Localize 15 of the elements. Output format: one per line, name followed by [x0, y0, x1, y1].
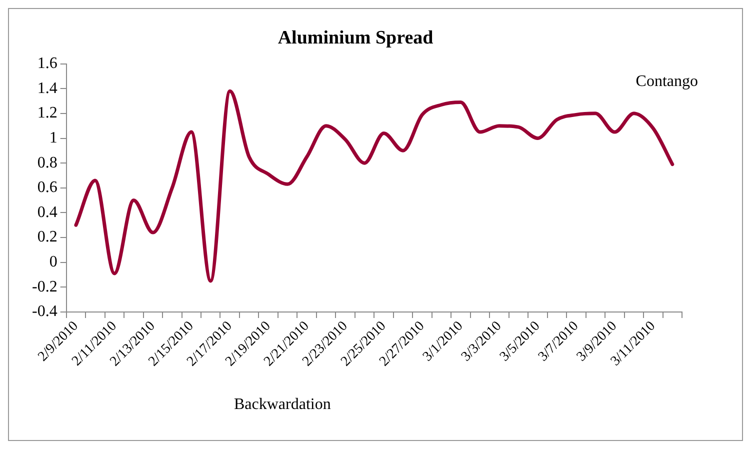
y-tick-label: 0.4: [37, 204, 58, 221]
chart-title: Aluminium Spread: [278, 27, 434, 48]
y-tick-label: 1.6: [37, 55, 58, 72]
y-tick-label: 0.2: [37, 228, 58, 246]
annotation: Contango: [636, 73, 698, 91]
y-tick-label: 1.4: [37, 80, 58, 97]
y-tick-label: 1.2: [37, 104, 58, 122]
y-tick-label: 0: [49, 254, 58, 271]
y-tick-label: 0.8: [37, 154, 58, 172]
line-series: [74, 89, 674, 283]
text: Backwardation: [234, 396, 331, 414]
y-tick-label: -0.2: [32, 278, 58, 296]
y-tick-label: 1: [49, 129, 58, 146]
y-tick-label: 0.6: [37, 179, 58, 196]
y-tick-label: -0.4: [32, 303, 58, 320]
